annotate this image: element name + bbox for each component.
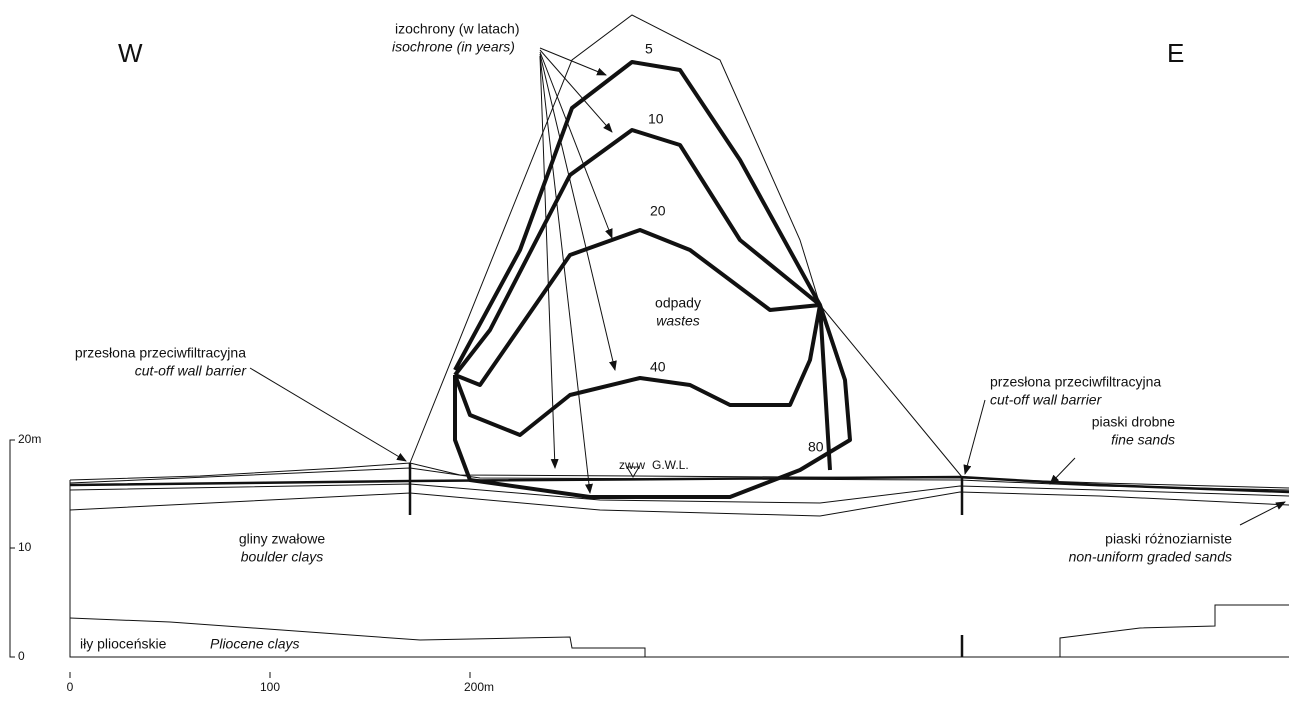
label: boulder clays (241, 549, 324, 565)
isochrone-value: 5 (645, 41, 653, 57)
scale-label: 0 (18, 649, 25, 663)
label: non-uniform graded sands (1069, 549, 1232, 565)
label: piaski różnoziarniste (1105, 531, 1232, 547)
scale-label: 20m (18, 432, 41, 446)
label: cut-off wall barrier (135, 363, 248, 379)
isochrone-value: 80 (808, 439, 824, 455)
label: G.W.L. (652, 458, 689, 472)
cross-section: W E izochrony (w latach) isochrone (in y… (0, 0, 1289, 702)
isochrone-value: 40 (650, 359, 666, 375)
label: przesłona przeciwfiltracyjna (990, 374, 1161, 390)
label: izochrony (w latach) (395, 21, 520, 37)
direction: W (118, 38, 143, 68)
label: iły plioceńskie (80, 636, 167, 652)
isochrone-value: 20 (650, 203, 666, 219)
scale-label: 200m (464, 680, 494, 694)
labels: W E izochrony (w latach) isochrone (in y… (18, 21, 1232, 694)
scale-label: 100 (260, 680, 280, 694)
label: cut-off wall barrier (990, 392, 1103, 408)
label: wastes (656, 313, 700, 329)
label: piaski drobne (1092, 414, 1175, 430)
arrows (250, 48, 1285, 525)
label: gliny zwałowe (239, 531, 326, 547)
isochrone-value: 10 (648, 111, 664, 127)
scale-label: 10 (18, 540, 32, 554)
label: isochrone (in years) (392, 39, 515, 55)
label: zw.w (619, 458, 645, 472)
scale-label: 0 (67, 680, 74, 694)
label: odpady (655, 295, 701, 311)
direction: E (1167, 38, 1184, 68)
label: przesłona przeciwfiltracyjna (75, 345, 246, 361)
label: Pliocene clays (210, 636, 300, 652)
label: fine sands (1111, 432, 1175, 448)
